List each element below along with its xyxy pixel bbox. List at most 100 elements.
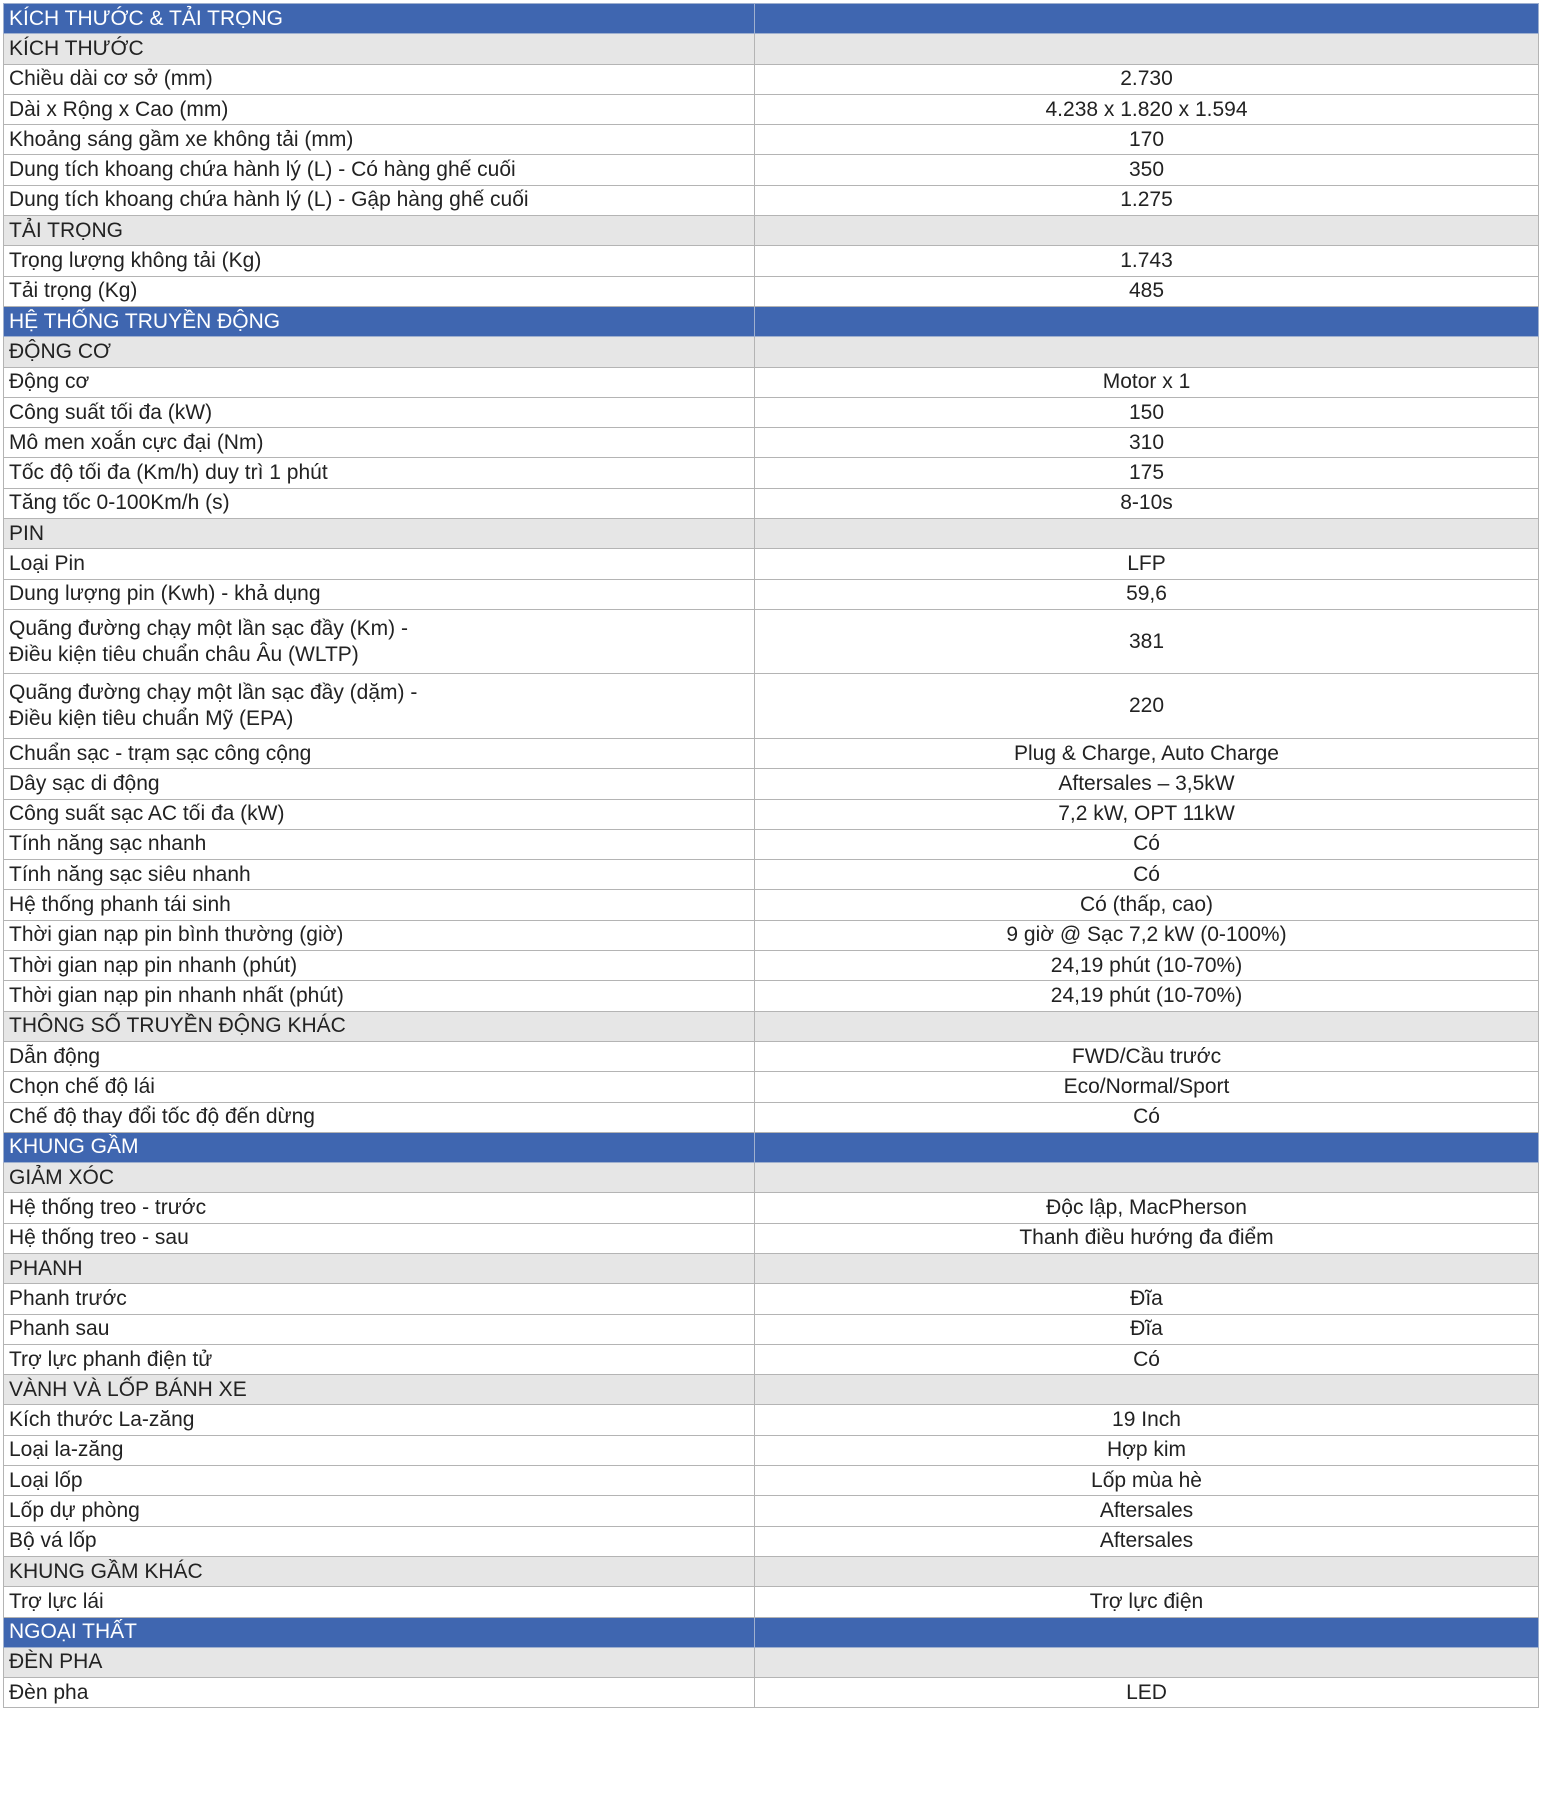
spec-label: Phanh sau: [3, 1313, 755, 1345]
section-header-row: KÍCH THƯỚC & TẢI TRỌNG: [3, 2, 1539, 35]
spec-label: Dung tích khoang chứa hành lý (L) - Có h…: [3, 154, 755, 186]
label-text: Động cơ: [9, 370, 90, 394]
label-text: Phanh sau: [9, 1317, 110, 1341]
spec-value: Aftersales – 3,5kW: [754, 768, 1539, 800]
label-text-line2: Điều kiện tiêu chuẩn châu Âu (WLTP): [9, 642, 359, 666]
spec-row: Thời gian nạp pin nhanh (phút) 24,19 phút…: [3, 950, 1539, 982]
section-header-row: HỆ THỐNG TRUYỀN ĐỘNG: [3, 305, 1539, 338]
spec-value: Aftersales: [754, 1525, 1539, 1557]
spec-row: Động cơ Motor x 1: [3, 366, 1539, 398]
label-text: Thời gian nạp pin nhanh nhất (phút): [9, 983, 344, 1007]
spec-label: Dung tích khoang chứa hành lý (L) - Gập …: [3, 184, 755, 217]
spec-value: 220: [754, 673, 1539, 739]
spec-value: Aftersales: [754, 1495, 1539, 1527]
spec-value: 4.238 x 1.820 x 1.594: [754, 93, 1539, 126]
spec-row: Kích thước La-zăng 19 Inch: [3, 1404, 1539, 1436]
label-text: Dẫn động: [9, 1044, 101, 1068]
label-text: Hệ thống phanh tái sinh: [9, 893, 231, 917]
spec-value: Motor x 1: [754, 366, 1539, 398]
spec-row: Chế độ thay đổi tốc độ đến dừng Có: [3, 1101, 1539, 1133]
spec-label: Chọn chế độ lái: [3, 1071, 755, 1103]
label-text: Thời gian nạp pin bình thường (giờ): [9, 923, 344, 947]
spec-label: Dẫn động: [3, 1040, 755, 1073]
spec-label: Quãng đường chạy một lần sạc đầy (dặm) -…: [3, 673, 755, 739]
label-text: Hệ thống treo - sau: [9, 1226, 189, 1250]
spec-label: Đèn pha: [3, 1677, 755, 1709]
spec-value: Có (thấp, cao): [754, 889, 1539, 921]
subsection-row: TẢI TRỌNG: [3, 215, 1539, 247]
spec-label: Loại la-zăng: [3, 1434, 755, 1467]
spec-value: [754, 1252, 1539, 1285]
label-text: VÀNH VÀ LỐP BÁNH XE: [9, 1377, 247, 1401]
spec-label: HỆ THỐNG TRUYỀN ĐỘNG: [3, 305, 755, 338]
label-text: GIẢM XÓC: [9, 1165, 115, 1189]
spec-value: 170: [754, 124, 1539, 156]
spec-row: Chuẩn sạc - trạm sạc công cộng Plug & Cha…: [3, 737, 1539, 770]
spec-label: ĐỘNG CƠ: [3, 336, 755, 368]
spec-row: Tính năng sạc nhanh Có: [3, 828, 1539, 861]
label-text: ĐỘNG CƠ: [9, 339, 112, 363]
spec-label: Động cơ: [3, 366, 755, 398]
label-text: PIN: [9, 521, 45, 545]
spec-label: Hệ thống treo - trước: [3, 1192, 755, 1224]
spec-row: Quãng đường chạy một lần sạc đầy (Km) -Đ…: [3, 608, 1539, 675]
label-text: Mô men xoắn cực đại (Nm): [9, 430, 264, 454]
spec-row: Loại lốp Lốp mùa hè: [3, 1465, 1539, 1497]
spec-value: 1.743: [754, 245, 1539, 277]
label-text: Tính năng sạc nhanh: [9, 832, 207, 856]
spec-value: [754, 336, 1539, 368]
spec-label: Kích thước La-zăng: [3, 1404, 755, 1436]
label-text: Quãng đường chạy một lần sạc đầy (dặm) -: [9, 681, 418, 705]
spec-label: Trợ lực lái: [3, 1586, 755, 1618]
spec-label: KÍCH THƯỚC & TẢI TRỌNG: [3, 2, 755, 35]
spec-value: 485: [754, 275, 1539, 307]
spec-value: Eco/Normal/Sport: [754, 1071, 1539, 1103]
spec-value: LED: [754, 1677, 1539, 1709]
spec-label: Bộ vá lốp: [3, 1525, 755, 1557]
label-text: Trợ lực phanh điện tử: [9, 1347, 213, 1371]
label-text: NGOẠI THẤT: [9, 1620, 137, 1644]
label-text: KHUNG GẦM KHÁC: [9, 1559, 203, 1583]
spec-row: Đèn pha LED: [3, 1677, 1539, 1709]
spec-value: 150: [754, 396, 1539, 429]
label-text: PHANH: [9, 1256, 83, 1280]
spec-value: 19 Inch: [754, 1404, 1539, 1436]
spec-value: 381: [754, 608, 1539, 675]
spec-row: Chọn chế độ lái Eco/Normal/Sport: [3, 1071, 1539, 1103]
spec-value: [754, 1374, 1539, 1406]
spec-value: 350: [754, 154, 1539, 186]
subsection-row: KÍCH THƯỚC: [3, 33, 1539, 65]
spec-row: Công suất sạc AC tối đa (kW) 7,2 kW, OPT …: [3, 798, 1539, 830]
label-text: Thời gian nạp pin nhanh (phút): [9, 953, 298, 977]
label-text: Kích thước La-zăng: [9, 1408, 195, 1432]
spec-row: Tải trọng (Kg) 485: [3, 275, 1539, 307]
spec-row: Bộ vá lốp Aftersales: [3, 1525, 1539, 1557]
spec-label: Trợ lực phanh điện tử: [3, 1343, 755, 1376]
spec-row: Phanh trước Đĩa: [3, 1283, 1539, 1315]
spec-row: Khoảng sáng gầm xe không tải (mm) 170: [3, 124, 1539, 156]
spec-value: Độc lập, MacPherson: [754, 1192, 1539, 1224]
spec-value: Có: [754, 1101, 1539, 1133]
label-text: Chiều dài cơ sở (mm): [9, 67, 213, 91]
spec-label: KHUNG GẦM: [3, 1131, 755, 1164]
spec-value: Đĩa: [754, 1283, 1539, 1315]
spec-value: 24,19 phút (10-70%): [754, 950, 1539, 982]
spec-value: [754, 1162, 1539, 1194]
spec-row: Tăng tốc 0-100Km/h (s) 8-10s: [3, 487, 1539, 520]
spec-value: [754, 33, 1539, 65]
label-text: Dung tích khoang chứa hành lý (L) - Có h…: [9, 158, 516, 182]
spec-row: Mô men xoắn cực đại (Nm) 310: [3, 427, 1539, 459]
spec-label: PIN: [3, 518, 755, 550]
spec-row: Hệ thống treo - trước Độc lập, MacPherson: [3, 1192, 1539, 1224]
label-text: Chuẩn sạc - trạm sạc công cộng: [9, 741, 312, 765]
label-text: Chọn chế độ lái: [9, 1074, 155, 1098]
label-text: KÍCH THƯỚC: [9, 36, 144, 60]
spec-value: Có: [754, 859, 1539, 891]
spec-label: THÔNG SỐ TRUYỀN ĐỘNG KHÁC: [3, 1010, 755, 1042]
spec-value: 175: [754, 457, 1539, 489]
label-text: Bộ vá lốp: [9, 1529, 97, 1553]
spec-label: Loại Pin: [3, 548, 755, 580]
spec-value: 8-10s: [754, 487, 1539, 520]
spec-label: Tính năng sạc siêu nhanh: [3, 859, 755, 891]
spec-label: ĐÈN PHA: [3, 1646, 755, 1679]
